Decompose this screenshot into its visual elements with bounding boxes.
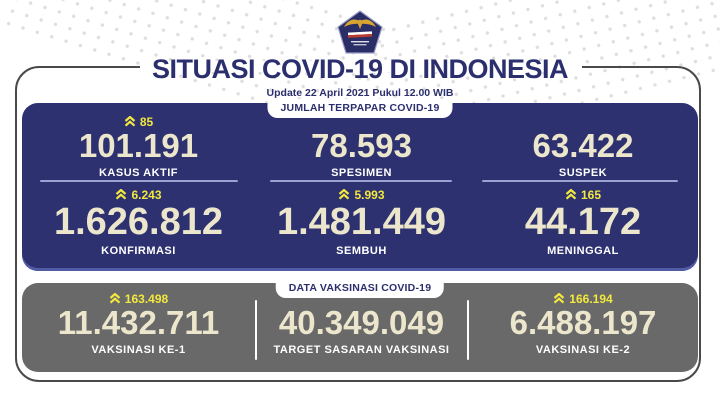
stat-konfirmasi: 6.243 1.626.812 KONFIRMASI — [22, 180, 255, 271]
row-divider — [482, 180, 678, 182]
stat-delta: 166.194 — [553, 291, 613, 306]
double-chevron-up-icon — [124, 116, 136, 127]
vaksinasi-badge: DATA VAKSINASI COVID-19 — [275, 279, 445, 298]
stat-delta-value: 163.498 — [124, 291, 169, 306]
stat-value: 1.481.449 — [276, 201, 447, 243]
stat-label: TARGET SASARAN VAKSINASI — [273, 343, 450, 356]
stat-label: VAKSINASI KE-2 — [535, 343, 631, 356]
stat-delta: 85 — [124, 114, 153, 129]
page-title: SITUASI COVID-19 DI INDONESIA — [151, 54, 569, 84]
stat-value: 63.422 — [532, 127, 634, 164]
stat-value: 44.172 — [524, 201, 642, 243]
double-chevron-up-icon — [553, 293, 565, 304]
stat-delta-value: 6.243 — [131, 187, 162, 202]
double-chevron-up-icon — [338, 189, 350, 200]
terpapar-panel — [22, 103, 698, 271]
emblem-text-line — [351, 41, 369, 43]
row-divider — [270, 180, 452, 182]
flag-white-stripe — [347, 31, 373, 36]
stat-label: SUSPEK — [558, 166, 608, 179]
stat-meninggal: 165 44.172 MENINGGAL — [468, 180, 698, 271]
stat-suspek: 63.422 SUSPEK — [468, 103, 698, 180]
stat-label: MENINGGAL — [547, 245, 619, 258]
stat-label: SPESIMEN — [331, 166, 392, 179]
stat-value: 6.488.197 — [509, 304, 657, 341]
stat-label: SEMBUH — [336, 245, 387, 258]
terpapar-stats-grid: 85 101.191 KASUS AKTIF 78.593 SPESIMEN 6… — [22, 103, 698, 271]
double-chevron-up-icon — [109, 293, 121, 304]
stat-delta: 5.993 — [338, 187, 385, 202]
double-chevron-up-icon — [115, 189, 127, 200]
stat-delta: 163.498 — [109, 291, 168, 306]
stat-sembuh: 5.993 1.481.449 SEMBUH — [255, 180, 468, 271]
garuda-icon — [344, 19, 376, 29]
flag-red-stripe — [347, 33, 373, 38]
stat-label: VAKSINASI KE-1 — [91, 343, 186, 356]
stat-vaksinasi-ke-2: 166.194 6.488.197 VAKSINASI KE-2 — [468, 283, 698, 372]
column-divider — [467, 300, 469, 360]
emblem-text-line — [353, 44, 367, 46]
vaksinasi-stats-grid: 163.498 11.432.711 VAKSINASI KE-1 40.349… — [22, 283, 698, 372]
stat-label: KONFIRMASI — [101, 245, 176, 258]
stat-value: 40.349.049 — [278, 304, 445, 341]
frame-title-gap — [140, 61, 582, 72]
stat-label: KASUS AKTIF — [98, 166, 179, 179]
stat-delta-value: 5.993 — [354, 187, 385, 202]
bnpb-logo — [337, 10, 383, 54]
update-timestamp: Update 22 April 2021 Pukul 12.00 WIB — [266, 87, 454, 99]
stat-kasus-aktif: 85 101.191 KASUS AKTIF — [22, 103, 255, 180]
stat-delta-value: 85 — [139, 114, 154, 129]
pentagon-emblem-icon — [337, 10, 383, 54]
row-divider — [40, 180, 238, 182]
stat-vaksinasi-ke-1: 163.498 11.432.711 VAKSINASI KE-1 — [22, 283, 255, 372]
stat-value: 1.626.812 — [53, 201, 224, 243]
stat-value: 101.191 — [78, 127, 199, 164]
stat-delta-value: 166.194 — [569, 291, 613, 306]
stat-value: 11.432.711 — [57, 304, 220, 341]
stat-delta-value: 165 — [580, 187, 602, 202]
stat-value: 78.593 — [311, 127, 412, 164]
stat-target-sasaran: 40.349.049 TARGET SASARAN VAKSINASI — [255, 283, 468, 372]
double-chevron-up-icon — [565, 189, 577, 200]
stat-delta: 165 — [565, 187, 601, 202]
stat-spesimen: 78.593 SPESIMEN — [255, 103, 468, 180]
stat-delta: 6.243 — [115, 187, 162, 202]
terpapar-badge: JUMLAH TERPAPAR COVID-19 — [267, 99, 453, 118]
column-divider — [255, 300, 257, 360]
